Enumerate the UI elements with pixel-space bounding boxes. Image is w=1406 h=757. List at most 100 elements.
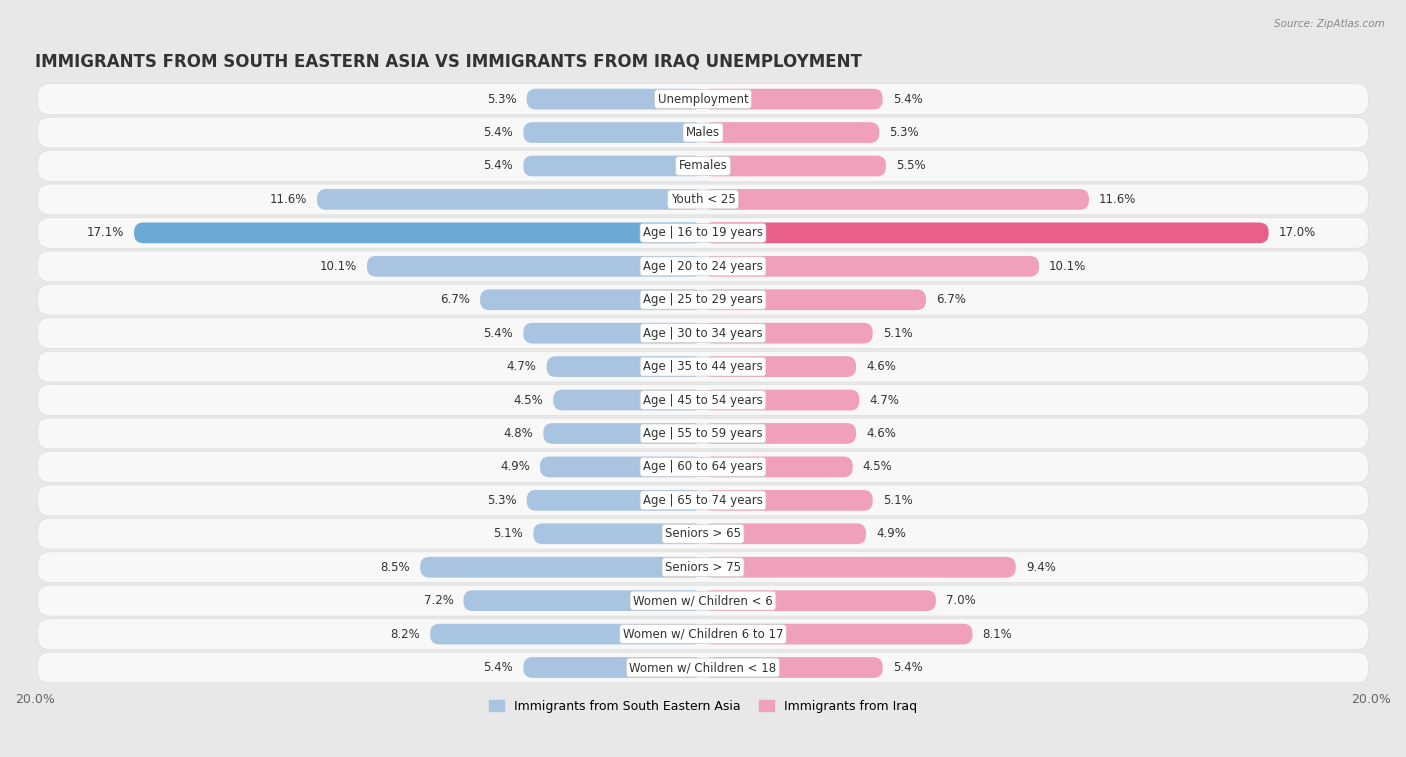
- FancyBboxPatch shape: [703, 557, 1015, 578]
- FancyBboxPatch shape: [523, 156, 703, 176]
- FancyBboxPatch shape: [38, 351, 1368, 382]
- Text: 5.4%: 5.4%: [893, 92, 922, 106]
- FancyBboxPatch shape: [527, 490, 703, 511]
- FancyBboxPatch shape: [703, 590, 936, 611]
- Text: 6.7%: 6.7%: [936, 293, 966, 307]
- Text: Seniors > 75: Seniors > 75: [665, 561, 741, 574]
- FancyBboxPatch shape: [554, 390, 703, 410]
- Text: IMMIGRANTS FROM SOUTH EASTERN ASIA VS IMMIGRANTS FROM IRAQ UNEMPLOYMENT: IMMIGRANTS FROM SOUTH EASTERN ASIA VS IM…: [35, 53, 862, 71]
- FancyBboxPatch shape: [38, 418, 1368, 449]
- Text: 6.7%: 6.7%: [440, 293, 470, 307]
- FancyBboxPatch shape: [38, 117, 1368, 148]
- Text: 5.4%: 5.4%: [484, 661, 513, 674]
- Text: 4.7%: 4.7%: [506, 360, 537, 373]
- Text: 5.1%: 5.1%: [883, 494, 912, 507]
- Text: 5.4%: 5.4%: [893, 661, 922, 674]
- Text: 5.3%: 5.3%: [890, 126, 920, 139]
- Text: 7.0%: 7.0%: [946, 594, 976, 607]
- Text: 7.2%: 7.2%: [423, 594, 454, 607]
- Text: 4.6%: 4.6%: [866, 360, 896, 373]
- FancyBboxPatch shape: [38, 251, 1368, 282]
- FancyBboxPatch shape: [318, 189, 703, 210]
- FancyBboxPatch shape: [527, 89, 703, 110]
- Text: 10.1%: 10.1%: [319, 260, 357, 273]
- FancyBboxPatch shape: [703, 390, 859, 410]
- FancyBboxPatch shape: [703, 523, 866, 544]
- FancyBboxPatch shape: [38, 184, 1368, 215]
- FancyBboxPatch shape: [38, 151, 1368, 182]
- Text: Age | 60 to 64 years: Age | 60 to 64 years: [643, 460, 763, 473]
- Text: Age | 25 to 29 years: Age | 25 to 29 years: [643, 293, 763, 307]
- Text: 8.1%: 8.1%: [983, 628, 1012, 640]
- FancyBboxPatch shape: [533, 523, 703, 544]
- Text: 5.5%: 5.5%: [896, 160, 925, 173]
- Text: 4.5%: 4.5%: [863, 460, 893, 473]
- Text: 11.6%: 11.6%: [1099, 193, 1136, 206]
- Text: Age | 16 to 19 years: Age | 16 to 19 years: [643, 226, 763, 239]
- FancyBboxPatch shape: [703, 256, 1039, 276]
- Text: 4.5%: 4.5%: [513, 394, 543, 407]
- Legend: Immigrants from South Eastern Asia, Immigrants from Iraq: Immigrants from South Eastern Asia, Immi…: [489, 700, 917, 713]
- FancyBboxPatch shape: [703, 490, 873, 511]
- FancyBboxPatch shape: [367, 256, 703, 276]
- Text: 4.9%: 4.9%: [876, 528, 905, 540]
- FancyBboxPatch shape: [38, 485, 1368, 516]
- Text: 5.1%: 5.1%: [883, 327, 912, 340]
- FancyBboxPatch shape: [430, 624, 703, 644]
- Text: Women w/ Children 6 to 17: Women w/ Children 6 to 17: [623, 628, 783, 640]
- Text: 5.1%: 5.1%: [494, 528, 523, 540]
- Text: Age | 65 to 74 years: Age | 65 to 74 years: [643, 494, 763, 507]
- Text: 5.4%: 5.4%: [484, 327, 513, 340]
- Text: Females: Females: [679, 160, 727, 173]
- FancyBboxPatch shape: [479, 289, 703, 310]
- Text: 5.3%: 5.3%: [486, 92, 516, 106]
- FancyBboxPatch shape: [38, 217, 1368, 248]
- Text: Males: Males: [686, 126, 720, 139]
- FancyBboxPatch shape: [38, 318, 1368, 348]
- Text: 5.3%: 5.3%: [486, 494, 516, 507]
- Text: Age | 20 to 24 years: Age | 20 to 24 years: [643, 260, 763, 273]
- FancyBboxPatch shape: [703, 657, 883, 678]
- FancyBboxPatch shape: [523, 322, 703, 344]
- Text: 4.9%: 4.9%: [501, 460, 530, 473]
- FancyBboxPatch shape: [703, 289, 927, 310]
- FancyBboxPatch shape: [547, 357, 703, 377]
- FancyBboxPatch shape: [38, 84, 1368, 114]
- FancyBboxPatch shape: [420, 557, 703, 578]
- Text: 8.2%: 8.2%: [391, 628, 420, 640]
- FancyBboxPatch shape: [38, 385, 1368, 416]
- FancyBboxPatch shape: [703, 223, 1268, 243]
- FancyBboxPatch shape: [134, 223, 703, 243]
- FancyBboxPatch shape: [703, 189, 1088, 210]
- Text: 9.4%: 9.4%: [1026, 561, 1056, 574]
- FancyBboxPatch shape: [540, 456, 703, 477]
- Text: Source: ZipAtlas.com: Source: ZipAtlas.com: [1274, 19, 1385, 29]
- FancyBboxPatch shape: [703, 322, 873, 344]
- Text: Youth < 25: Youth < 25: [671, 193, 735, 206]
- Text: Age | 35 to 44 years: Age | 35 to 44 years: [643, 360, 763, 373]
- Text: Age | 55 to 59 years: Age | 55 to 59 years: [643, 427, 763, 440]
- FancyBboxPatch shape: [38, 285, 1368, 315]
- Text: 11.6%: 11.6%: [270, 193, 307, 206]
- FancyBboxPatch shape: [38, 519, 1368, 549]
- Text: Women w/ Children < 6: Women w/ Children < 6: [633, 594, 773, 607]
- FancyBboxPatch shape: [464, 590, 703, 611]
- FancyBboxPatch shape: [703, 624, 973, 644]
- FancyBboxPatch shape: [703, 357, 856, 377]
- FancyBboxPatch shape: [38, 652, 1368, 683]
- Text: 10.1%: 10.1%: [1049, 260, 1087, 273]
- Text: Age | 45 to 54 years: Age | 45 to 54 years: [643, 394, 763, 407]
- FancyBboxPatch shape: [703, 156, 886, 176]
- Text: Age | 30 to 34 years: Age | 30 to 34 years: [643, 327, 763, 340]
- Text: 17.0%: 17.0%: [1278, 226, 1316, 239]
- FancyBboxPatch shape: [38, 451, 1368, 482]
- Text: 8.5%: 8.5%: [381, 561, 411, 574]
- FancyBboxPatch shape: [523, 122, 703, 143]
- FancyBboxPatch shape: [703, 423, 856, 444]
- Text: 5.4%: 5.4%: [484, 160, 513, 173]
- Text: 4.8%: 4.8%: [503, 427, 533, 440]
- Text: Women w/ Children < 18: Women w/ Children < 18: [630, 661, 776, 674]
- FancyBboxPatch shape: [703, 89, 883, 110]
- FancyBboxPatch shape: [38, 618, 1368, 650]
- FancyBboxPatch shape: [38, 585, 1368, 616]
